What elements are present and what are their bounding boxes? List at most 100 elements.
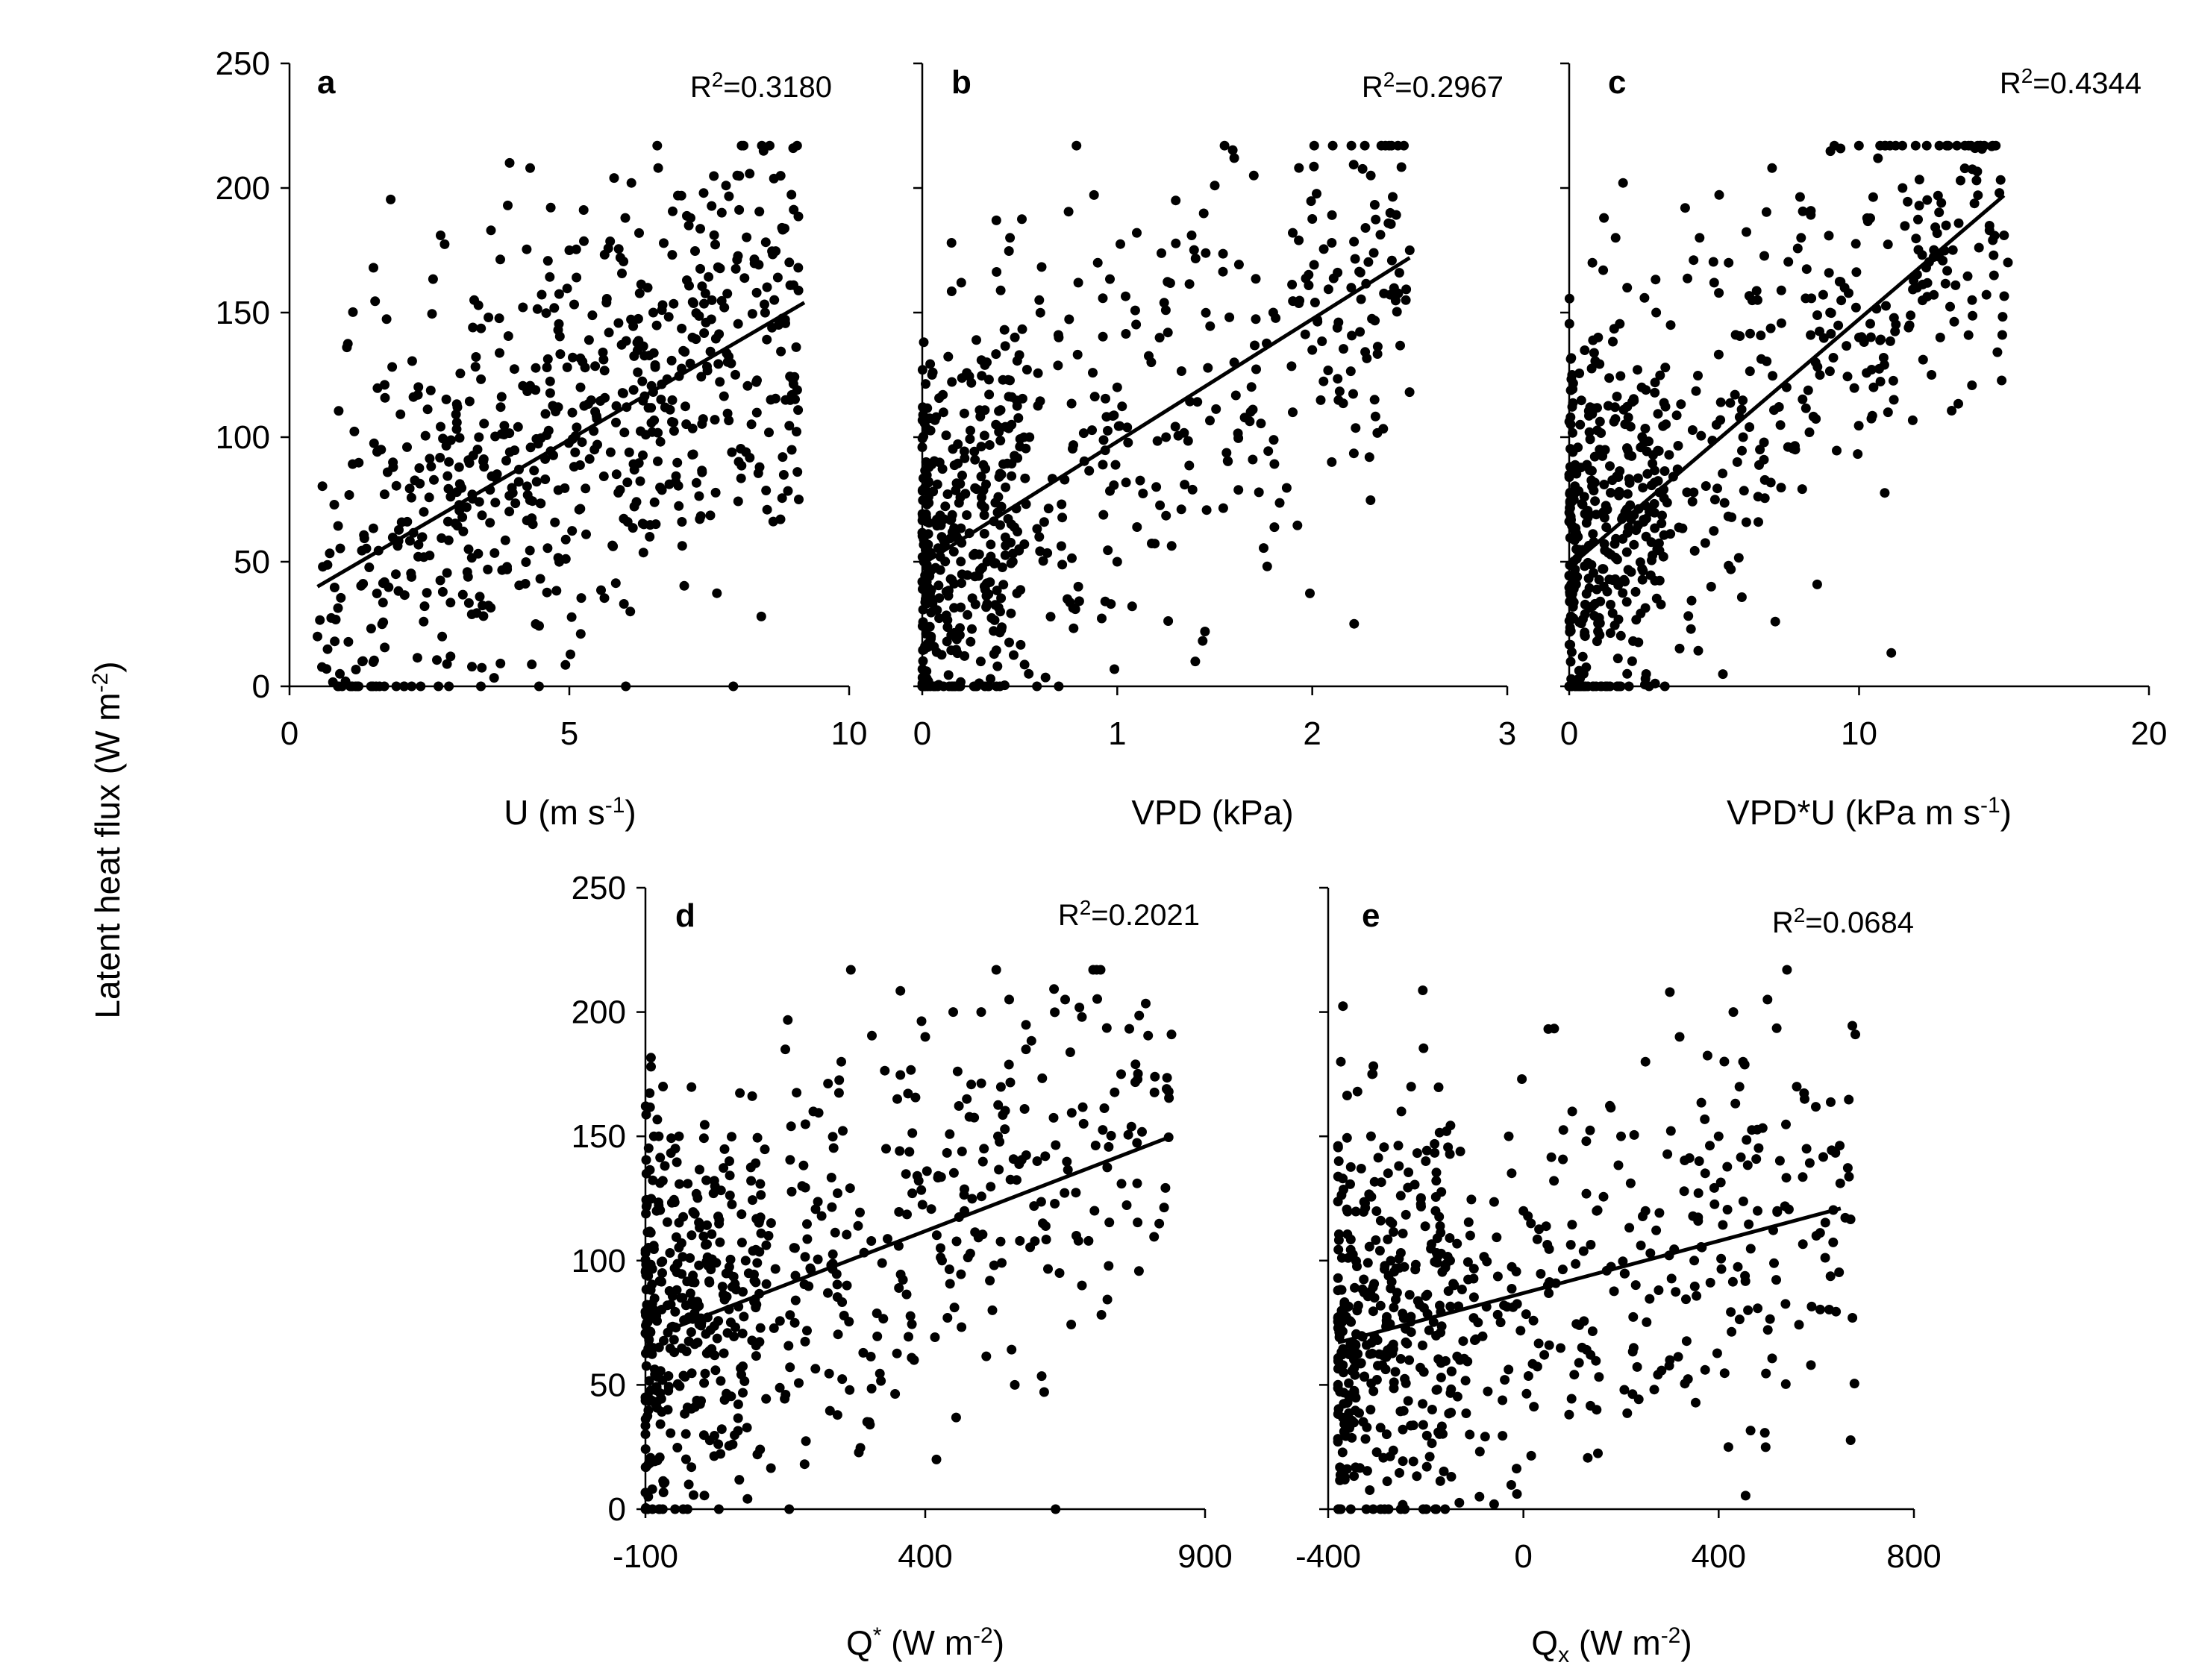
data-point <box>1718 468 1728 479</box>
data-point <box>1584 427 1595 437</box>
data-point <box>970 454 980 465</box>
data-point <box>1691 1397 1701 1408</box>
data-point <box>1612 392 1622 401</box>
data-point <box>678 1370 689 1381</box>
data-point <box>1776 318 1786 328</box>
data-point <box>937 1256 947 1266</box>
data-point <box>1482 1256 1492 1267</box>
data-point <box>1420 1221 1430 1232</box>
data-point <box>1839 283 1850 293</box>
data-point <box>333 603 343 613</box>
data-point <box>1842 1163 1853 1173</box>
data-point <box>791 342 801 352</box>
data-point <box>641 1168 651 1179</box>
data-point <box>1163 1086 1174 1097</box>
x-axis-title-close: ) <box>2000 793 2012 832</box>
y-tick-label: 250 <box>216 46 270 82</box>
data-point <box>894 1283 904 1293</box>
data-point <box>1133 1074 1143 1085</box>
data-point <box>1580 630 1590 640</box>
data-point <box>1005 233 1016 243</box>
data-point <box>1498 1431 1508 1441</box>
data-point <box>751 1341 761 1351</box>
data-point <box>1072 349 1083 360</box>
data-point <box>1387 1218 1398 1229</box>
data-point <box>952 1066 963 1076</box>
data-point <box>1038 1218 1048 1229</box>
panel-letter-b: b <box>951 64 972 101</box>
data-point <box>1365 1485 1375 1495</box>
data-point <box>872 1308 882 1318</box>
data-point <box>1269 459 1280 469</box>
data-point <box>569 462 579 472</box>
data-point <box>712 588 722 598</box>
data-point <box>769 295 780 305</box>
data-point <box>485 518 495 528</box>
data-point <box>824 1368 834 1379</box>
data-point <box>413 539 424 550</box>
data-point <box>452 402 463 413</box>
data-point <box>736 1209 747 1220</box>
data-point <box>986 1182 996 1192</box>
data-point <box>1274 498 1285 508</box>
data-point <box>1361 1504 1371 1514</box>
data-point <box>1590 598 1601 609</box>
data-point <box>1160 305 1171 316</box>
data-point <box>1427 1405 1437 1414</box>
data-point <box>1681 1294 1691 1305</box>
data-point <box>1343 1253 1354 1263</box>
data-point <box>956 557 966 567</box>
data-point <box>655 1153 666 1163</box>
data-point <box>545 388 555 398</box>
data-point <box>1133 1217 1143 1228</box>
data-point <box>1389 1226 1398 1237</box>
data-point <box>1880 140 1890 151</box>
data-point <box>1412 1296 1423 1306</box>
data-point <box>1947 406 1957 416</box>
data-point <box>1166 541 1177 551</box>
data-point <box>1539 1350 1550 1360</box>
data-point <box>1806 330 1816 340</box>
data-point <box>761 1240 772 1250</box>
data-point <box>1010 522 1019 533</box>
data-point <box>1015 442 1025 452</box>
data-point <box>1584 410 1594 421</box>
data-point <box>1574 1320 1585 1330</box>
data-point <box>1589 486 1599 496</box>
data-point <box>364 562 375 572</box>
data-point <box>1771 1023 1782 1033</box>
data-point <box>1368 1061 1379 1071</box>
data-point <box>1390 1367 1401 1377</box>
data-point <box>1218 503 1228 513</box>
data-point <box>377 619 387 630</box>
data-point <box>1233 260 1244 270</box>
x-axis-title-unit-close: ) <box>1680 1623 1692 1662</box>
data-point <box>335 543 345 554</box>
x-tick-label: 5 <box>560 715 578 752</box>
data-point <box>1000 341 1010 351</box>
data-point <box>786 1186 797 1197</box>
data-point <box>525 163 535 173</box>
data-point <box>1565 681 1576 692</box>
data-point <box>1104 1141 1114 1152</box>
data-point <box>1680 203 1690 213</box>
data-point <box>1622 489 1633 499</box>
data-point <box>1947 245 1958 255</box>
data-point <box>1549 1176 1559 1186</box>
data-point <box>1656 518 1667 529</box>
data-point <box>1371 1375 1382 1385</box>
data-point <box>1799 1088 1809 1098</box>
data-point <box>804 1281 814 1291</box>
x-axis-title-unit-close: ) <box>993 1623 1004 1662</box>
data-point <box>1033 368 1043 378</box>
data-point <box>788 143 798 154</box>
data-point <box>1190 656 1201 667</box>
data-point <box>605 447 616 457</box>
data-point <box>942 1147 952 1158</box>
data-point <box>1032 524 1042 534</box>
data-point <box>1606 1103 1616 1113</box>
data-point <box>922 681 933 692</box>
data-point <box>1615 681 1626 692</box>
data-point <box>918 584 927 595</box>
